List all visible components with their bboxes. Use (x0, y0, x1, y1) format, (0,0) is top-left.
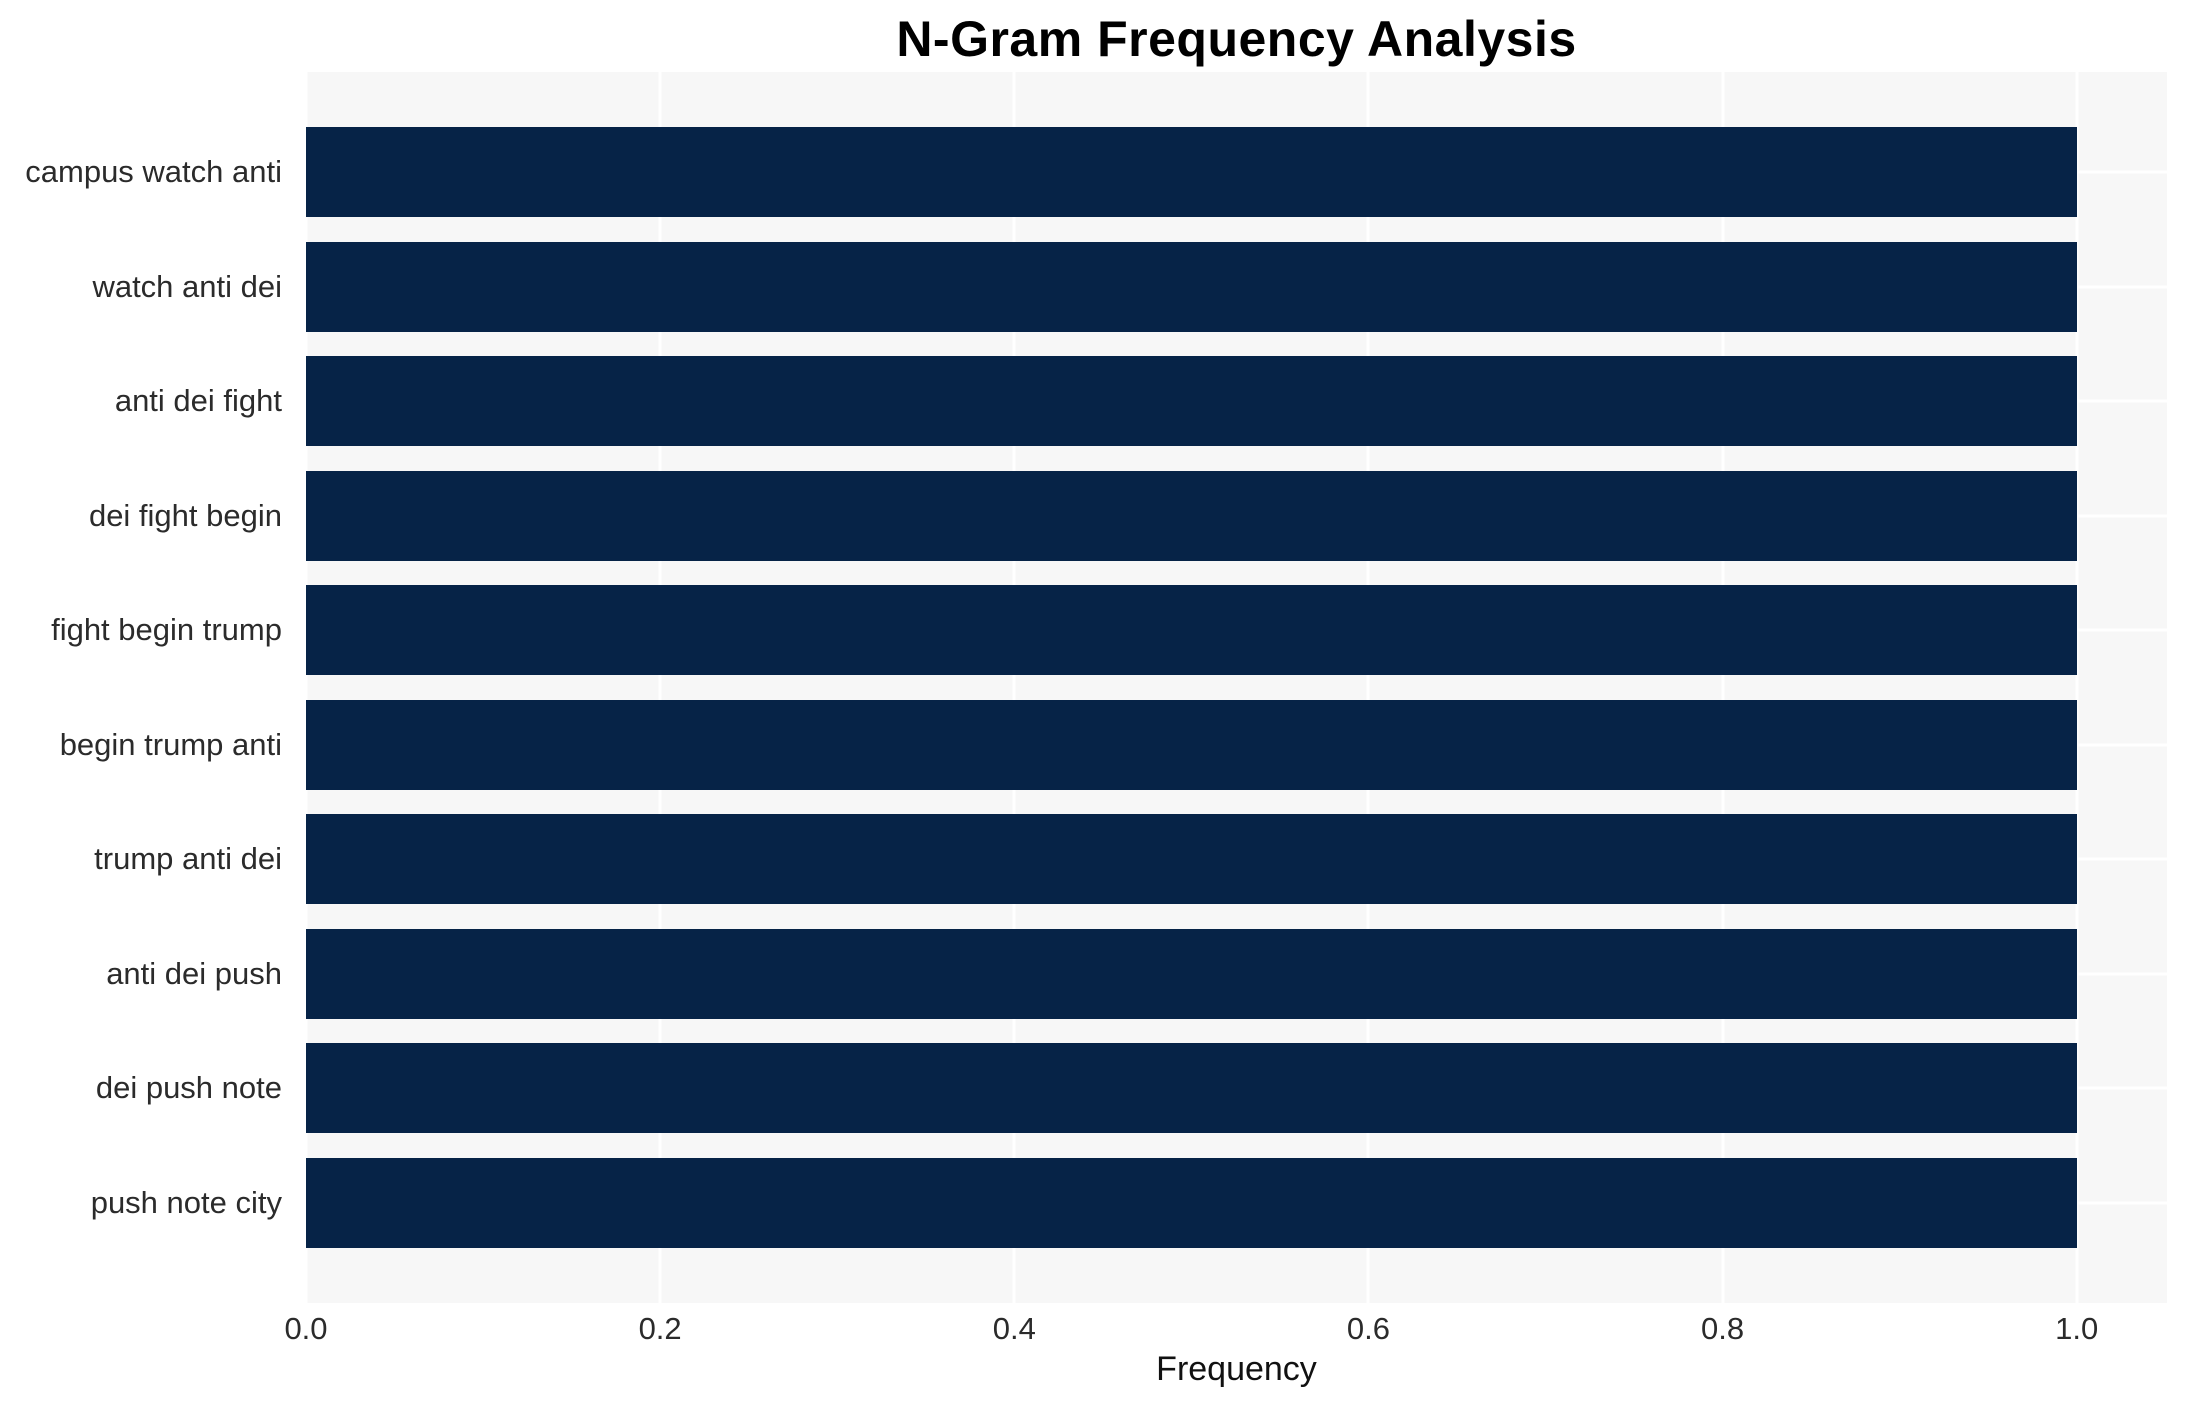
bar-rows (306, 72, 2167, 1303)
bar-row (306, 699, 2167, 790)
plot-area (306, 72, 2167, 1303)
y-axis-label: anti dei fight (114, 383, 282, 419)
y-axis-label: trump anti dei (94, 841, 282, 877)
y-axis-label: fight begin trump (51, 612, 282, 648)
frequency-bar (306, 127, 2077, 217)
vertical-gridline (1012, 72, 1016, 1303)
frequency-bar (306, 241, 2077, 332)
frequency-bar (306, 1043, 2077, 1134)
bar-row (306, 1157, 2167, 1248)
y-axis-label: anti dei push (106, 955, 282, 991)
frequency-bar (306, 356, 2077, 447)
chart-title: N-Gram Frequency Analysis (896, 11, 1577, 67)
y-axis-label: watch anti dei (92, 268, 282, 304)
bar-row (306, 470, 2167, 561)
x-axis-title: Frequency (1156, 1350, 1317, 1388)
frequency-bar (306, 470, 2077, 561)
bar-row (306, 585, 2167, 676)
vertical-gridline (306, 72, 308, 1303)
y-axis-labels: campus watch anti watch anti dei anti de… (0, 72, 294, 1303)
x-axis-tick-label: 0.6 (1346, 1311, 1390, 1346)
x-axis-ticks: 0.0 0.2 0.4 0.6 0.8 1.0 (284, 1303, 2167, 1349)
y-axis-label: dei fight begin (88, 497, 282, 533)
bar-row (306, 127, 2167, 217)
y-axis-label: begin trump anti (59, 726, 282, 762)
vertical-gridline (658, 72, 662, 1303)
x-axis-tick-label: 0.8 (1700, 1311, 1745, 1346)
bar-row (306, 241, 2167, 332)
bar-row (306, 814, 2167, 905)
bar-row (306, 928, 2167, 1019)
frequency-bar (306, 1157, 2077, 1248)
vertical-gridline (1721, 72, 1725, 1303)
frequency-bar (306, 928, 2077, 1019)
frequency-bar (306, 814, 2077, 905)
y-axis-label: dei push note (95, 1070, 282, 1106)
bar-row (306, 1043, 2167, 1134)
x-axis-tick-label: 0.0 (284, 1311, 328, 1346)
vertical-gridline (1366, 72, 1370, 1303)
y-axis-label: campus watch anti (25, 154, 282, 189)
vertical-gridline (2075, 72, 2079, 1303)
y-axis-label: push note city (90, 1184, 282, 1220)
frequency-bar (306, 699, 2077, 790)
x-axis-tick-label: 0.2 (638, 1311, 682, 1346)
bar-row (306, 356, 2167, 447)
x-axis-tick-label: 1.0 (2055, 1311, 2099, 1346)
x-axis-tick-label: 0.4 (992, 1311, 1036, 1346)
frequency-bar (306, 585, 2077, 676)
